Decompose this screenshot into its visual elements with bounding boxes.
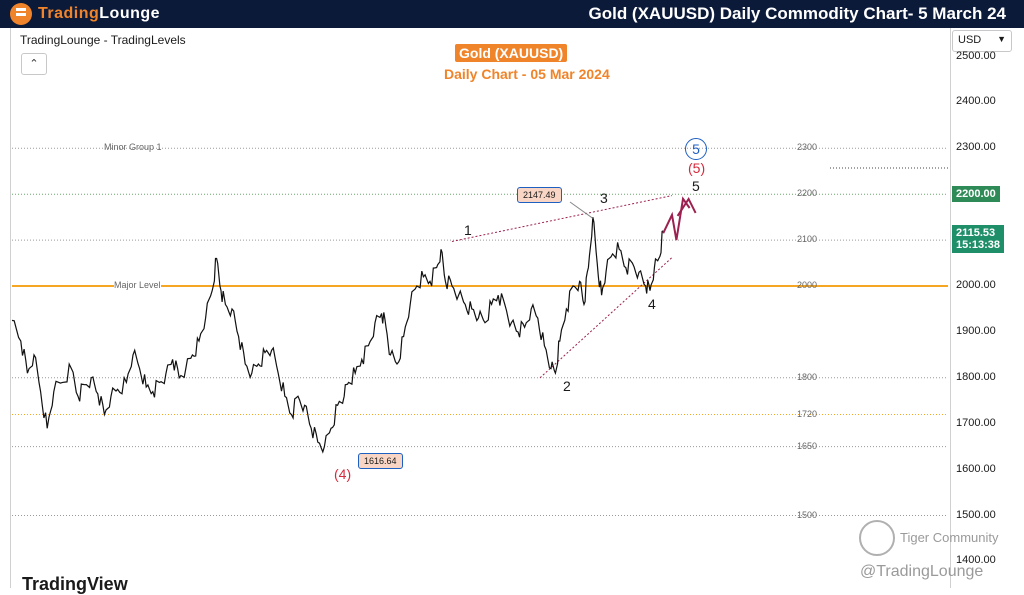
y-tick-label: 2000.00	[956, 279, 996, 291]
wave-label: (5)	[688, 160, 706, 176]
level-value-1720: 1720	[797, 408, 818, 419]
logo-word-trading: Trading	[38, 5, 100, 22]
wave-label: 1	[464, 222, 472, 238]
level-value-2100: 2100	[797, 234, 818, 245]
y-tick-label: 1700.00	[956, 416, 996, 429]
y-tick-label: 1500.00	[956, 508, 996, 521]
tiger-community-icon	[859, 520, 895, 556]
y-tick-label: 1400.00	[956, 554, 996, 567]
collapse-legend-button[interactable]: ⌃	[21, 53, 47, 75]
wedge-line-1	[451, 195, 673, 242]
y-tick-label: 2300.00	[956, 141, 996, 154]
price-box-1616: 1616.64	[358, 453, 403, 469]
logo-word-lounge: Lounge	[99, 5, 161, 22]
chart-source-label: TradingLounge - TradingLevels	[20, 33, 186, 47]
projection-arrowhead-icon	[676, 196, 697, 217]
level-value-2200: 2200	[797, 188, 818, 199]
wedge-line-2	[539, 257, 673, 379]
price-axis[interactable]	[950, 28, 1016, 588]
watermark-community: Tiger Community	[900, 530, 999, 545]
tradinglounge-logo: TradingLounge	[10, 3, 160, 25]
price-box-2147: 2147.49	[517, 187, 562, 203]
page-title: Gold (XAUUSD) Daily Commodity Chart- 5 M…	[588, 4, 1006, 23]
level-name-2300: Minor Group 1	[104, 142, 162, 153]
wave-label: 4	[648, 296, 656, 312]
level-value-1500: 1500	[797, 509, 818, 520]
currency-select[interactable]: USD ▼	[952, 30, 1012, 52]
watermark-handle: @TradingLounge	[860, 563, 984, 580]
last-price-value: 2115.53	[956, 226, 996, 239]
wave-label: 3	[600, 190, 608, 206]
wave-label: (4)	[334, 466, 352, 482]
connector-line-2147	[569, 201, 594, 219]
y-tick-label: 1800.00	[956, 370, 996, 383]
chevron-up-icon: ⌃	[29, 58, 39, 70]
y-tick-label: 1900.00	[956, 324, 996, 337]
level-value-1650: 1650	[797, 440, 818, 451]
y-tick-label: 1600.00	[956, 462, 996, 475]
logo-mark-icon	[10, 3, 32, 25]
level-name-2000: Major Level	[114, 280, 161, 290]
level-value-1800: 1800	[797, 371, 818, 382]
y-tick-label: 2400.00	[956, 95, 996, 108]
price-tag-2200: 2200.00	[952, 186, 1000, 203]
level-value-2300: 2300	[797, 142, 818, 153]
y-tick-label: 2500.00	[956, 49, 996, 62]
chevron-down-icon: ▼	[997, 34, 1006, 44]
price-series-line	[11, 216, 664, 454]
tradingview-logo: TradingView	[22, 574, 128, 595]
currency-value: USD	[958, 34, 982, 46]
tradingview-logo-text: TradingView	[22, 574, 128, 594]
instrument-title: Gold (XAUUSD)	[455, 44, 568, 62]
wave-label: 5	[692, 178, 700, 194]
top-banner: TradingLounge Gold (XAUUSD) Daily Commod…	[0, 0, 1024, 28]
logo-text: TradingLounge	[38, 5, 160, 23]
chart-frame[interactable]	[10, 28, 1016, 588]
bar-countdown: 15:13:38	[956, 238, 1001, 251]
wave-projection-line	[662, 196, 691, 241]
chart-subtitle: Daily Chart - 05 Mar 2024	[444, 66, 610, 82]
level-value-2000: 2000	[797, 280, 818, 290]
wave-label-circled-5: 5	[685, 138, 707, 160]
last-price-tag: 2115.53 15:13:38	[952, 224, 1005, 253]
wave-label: 2	[563, 378, 571, 394]
